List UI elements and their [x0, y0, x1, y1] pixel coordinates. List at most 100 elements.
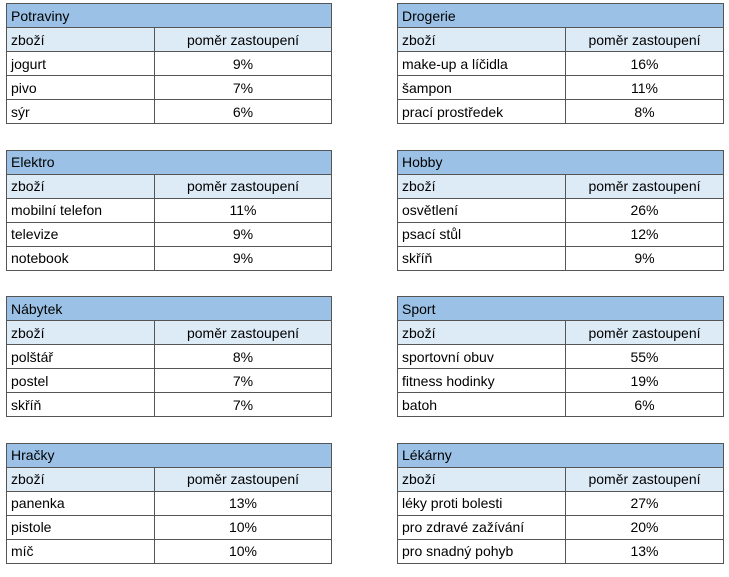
table-title: Hračky	[6, 442, 332, 468]
item-cell: postel	[6, 368, 155, 393]
data-row: míč 10%	[6, 538, 332, 564]
data-row: mobilní telefon 11%	[6, 197, 333, 223]
data-row: panenka 13%	[6, 490, 332, 516]
header-row: zboží poměr zastoupení	[6, 27, 333, 52]
share-cell: 19%	[565, 368, 724, 393]
item-cell: skříň	[397, 245, 566, 271]
table-title: Nábytek	[5, 296, 333, 321]
share-cell: 7%	[153, 392, 333, 417]
share-cell: 9%	[153, 245, 333, 271]
header-cell: zboží	[397, 466, 566, 492]
data-table: Sport zboží poměr zastoupení sportovní obuv…	[397, 296, 724, 417]
item-cell: pro snadný pohyb	[397, 538, 566, 564]
header-cell: poměr zastoupení	[154, 466, 332, 492]
table-title: Elektro	[5, 149, 333, 175]
data-row: pistole 10%	[6, 514, 332, 540]
data-table: Hračky zboží poměr zastoupení panenka 13% pis…	[6, 442, 332, 564]
data-row: televize 9%	[6, 221, 333, 247]
item-cell: notebook	[6, 245, 155, 271]
table-title: Potraviny	[5, 3, 333, 28]
share-cell: 13%	[565, 538, 724, 564]
share-cell: 13%	[154, 490, 332, 516]
item-cell: léky proti bolesti	[397, 490, 566, 516]
data-row: postel 7%	[6, 368, 333, 393]
title-row: Lékárny	[397, 442, 724, 468]
header-row: zboží poměr zastoupení	[397, 466, 724, 492]
item-cell: batoh	[397, 392, 566, 417]
header-cell: poměr zastoupení	[153, 27, 333, 52]
data-row: šampon 11%	[397, 75, 725, 100]
title-row: Potraviny	[5, 3, 333, 28]
data-row: fitness hodinky 19%	[397, 368, 724, 393]
item-cell: mobilní telefon	[6, 197, 155, 223]
share-cell: 16%	[564, 51, 725, 76]
data-row: psací stůl 12%	[397, 221, 724, 247]
share-cell: 8%	[564, 99, 725, 124]
title-row: Hračky	[6, 442, 332, 468]
data-row: osvětlení 26%	[397, 197, 724, 223]
data-row: pivo 7%	[6, 75, 333, 100]
data-row: skříň 9%	[397, 245, 724, 271]
header-cell: zboží	[6, 173, 155, 199]
data-row: polštář 8%	[6, 344, 333, 369]
header-cell: zboží	[6, 466, 155, 492]
header-row: zboží poměr zastoupení	[6, 320, 333, 345]
data-table: Nábytek zboží poměr zastoupení polštář 8% pos…	[5, 296, 333, 417]
data-row: skříň 7%	[6, 392, 333, 417]
table-title: Hobby	[397, 149, 724, 175]
header-row: zboží poměr zastoupení	[397, 173, 724, 199]
item-cell: sýr	[6, 99, 155, 124]
item-cell: fitness hodinky	[397, 368, 566, 393]
share-cell: 7%	[153, 75, 333, 100]
data-row: léky proti bolesti 27%	[397, 490, 724, 516]
share-cell: 10%	[154, 538, 332, 564]
item-cell: televize	[6, 221, 155, 247]
data-row: make-up a líčidla 16%	[397, 51, 725, 76]
share-cell: 6%	[153, 99, 333, 124]
share-cell: 11%	[153, 197, 333, 223]
share-cell: 20%	[565, 514, 724, 540]
data-row: sýr 6%	[6, 99, 333, 124]
share-cell: 12%	[565, 221, 724, 247]
data-row: notebook 9%	[6, 245, 333, 271]
data-table: Elektro zboží poměr zastoupení mobilní tele…	[5, 149, 333, 271]
header-cell: zboží	[6, 27, 155, 52]
item-cell: make-up a líčidla	[397, 51, 566, 76]
share-cell: 9%	[153, 221, 333, 247]
item-cell: sportovní obuv	[397, 344, 566, 369]
share-cell: 10%	[154, 514, 332, 540]
header-cell: zboží	[397, 27, 566, 52]
data-row: pro snadný pohyb 13%	[397, 538, 724, 564]
header-cell: poměr zastoupení	[153, 320, 333, 345]
item-cell: prací prostředek	[397, 99, 566, 124]
title-row: Nábytek	[5, 296, 333, 321]
title-row: Sport	[397, 296, 724, 321]
share-cell: 8%	[153, 344, 333, 369]
header-cell: zboží	[397, 173, 566, 199]
header-row: zboží poměr zastoupení	[6, 466, 332, 492]
table-title: Drogerie	[396, 3, 725, 28]
title-row: Hobby	[397, 149, 724, 175]
data-row: jogurt 9%	[6, 51, 333, 76]
item-cell: psací stůl	[397, 221, 566, 247]
header-row: zboží poměr zastoupení	[397, 27, 725, 52]
header-row: zboží poměr zastoupení	[397, 320, 724, 345]
item-cell: panenka	[6, 490, 155, 516]
item-cell: pistole	[6, 514, 155, 540]
table-title: Sport	[397, 296, 724, 321]
item-cell: míč	[6, 538, 155, 564]
item-cell: skříň	[6, 392, 155, 417]
share-cell: 7%	[153, 368, 333, 393]
data-row: sportovní obuv 55%	[397, 344, 724, 369]
item-cell: pro zdravé zažívání	[397, 514, 566, 540]
share-cell: 11%	[564, 75, 725, 100]
share-cell: 9%	[565, 245, 724, 271]
header-cell: poměr zastoupení	[564, 27, 725, 52]
table-title: Lékárny	[397, 442, 724, 468]
header-cell: poměr zastoupení	[565, 320, 724, 345]
item-cell: jogurt	[6, 51, 155, 76]
share-cell: 55%	[565, 344, 724, 369]
data-table: Potraviny zboží poměr zastoupení jogurt 9% pi…	[5, 3, 333, 124]
data-row: prací prostředek 8%	[397, 99, 725, 124]
